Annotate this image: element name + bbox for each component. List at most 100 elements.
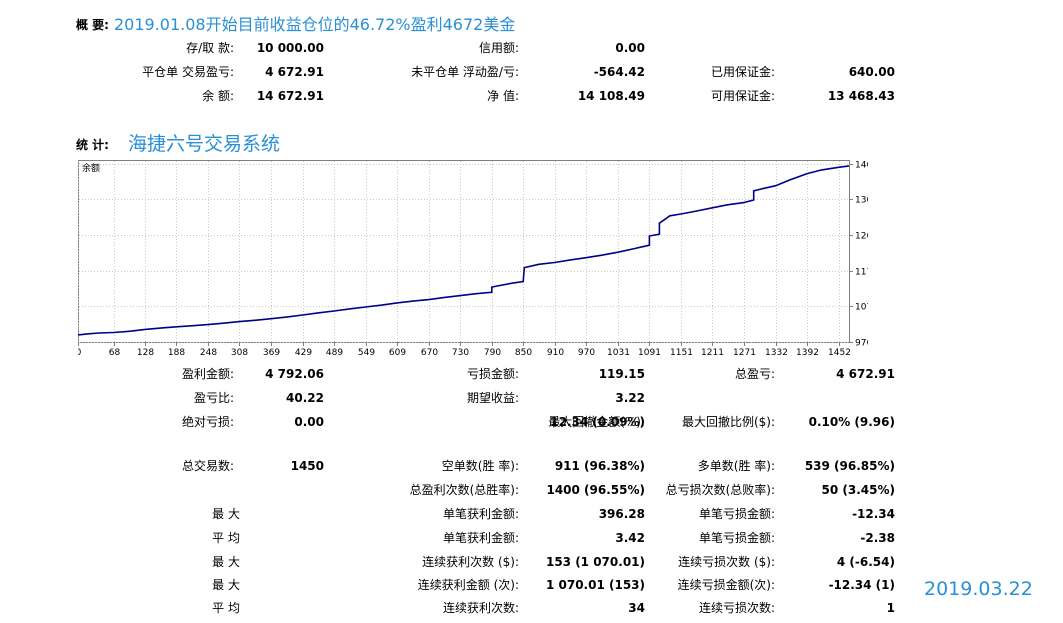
metrics-row: 绝对亏损: 0.00 最大回撤金额(%): 12.34 (0.09%) 最大回撤… bbox=[0, 412, 1063, 432]
trade-label: 总亏损次数(总败率): bbox=[665, 483, 775, 497]
trade-label: 多单数(胜 率): bbox=[697, 459, 775, 473]
metric-label: 最大回撤金额(%): bbox=[548, 415, 645, 429]
chart-x-tick-label: 68 bbox=[109, 348, 121, 356]
chart-x-tick-label: 1271 bbox=[733, 348, 756, 356]
summary-value: 14 672.91 bbox=[256, 89, 324, 103]
summary-row: 平仓单 交易盈亏: 4 672.91 未平仓单 浮动盈/亏: -564.42 已… bbox=[0, 62, 1063, 82]
trade-value: 153 (1 070.01) bbox=[545, 555, 645, 569]
trade-label: 单笔亏损金额: bbox=[698, 507, 775, 521]
metric-value: 0.00 bbox=[294, 415, 324, 429]
trade-label: 总盈利次数(总胜率): bbox=[409, 483, 519, 497]
chart-x-tick-label: 1091 bbox=[638, 348, 661, 356]
chart-x-tick-label: 1151 bbox=[670, 348, 693, 356]
summary-value: 640.00 bbox=[848, 65, 895, 79]
trade-row: 总盈利次数(总胜率): 1400 (96.55%) 总亏损次数(总败率): 50… bbox=[0, 480, 1063, 500]
chart-x-tick-label: 910 bbox=[547, 348, 564, 356]
chart-x-tick-label: 369 bbox=[263, 348, 280, 356]
metric-label: 亏损金额: bbox=[466, 367, 519, 381]
trade-label: 总交易数: bbox=[181, 459, 234, 473]
chart-x-tick-label: 1392 bbox=[796, 348, 819, 356]
summary-value: 13 468.43 bbox=[827, 89, 895, 103]
trade-label: 平 均 bbox=[212, 531, 240, 545]
chart-x-tick-label: 970 bbox=[578, 348, 595, 356]
trade-label: 连续亏损金额(次): bbox=[677, 578, 775, 592]
trade-label: 连续获利金额 (次): bbox=[417, 578, 519, 592]
metric-value: 4 792.06 bbox=[265, 367, 324, 381]
trade-value: 50 (3.45%) bbox=[821, 483, 895, 497]
summary-row: 余 额: 14 672.91 净 值: 14 108.49 可用保证金: 13 … bbox=[0, 86, 1063, 106]
summary-headline: 2019.01.08开始目前收益仓位的46.72%盈利4672美金 bbox=[114, 15, 516, 34]
trade-label: 空单数(胜 率): bbox=[441, 459, 519, 473]
metric-label: 期望收益: bbox=[466, 391, 519, 405]
summary-label: 存/取 款: bbox=[186, 41, 234, 55]
metric-value: 4 672.91 bbox=[836, 367, 895, 381]
metrics-row: 盈亏比: 40.22 期望收益: 3.22 bbox=[0, 388, 1063, 408]
chart-x-tick-label: 730 bbox=[452, 348, 469, 356]
trade-value: -2.38 bbox=[860, 531, 895, 545]
trade-row: 最 大 单笔获利金额: 396.28 单笔亏损金额: -12.34 bbox=[0, 504, 1063, 524]
summary-label: 已用保证金: bbox=[710, 65, 775, 79]
chart-x-tick-label: 1031 bbox=[607, 348, 630, 356]
chart-x-tick-label: 0 bbox=[78, 348, 82, 356]
chart-x-tick-label: 1452 bbox=[828, 348, 851, 356]
metric-value: 12.34 (0.09%) bbox=[550, 415, 645, 429]
summary-value: 14 108.49 bbox=[577, 89, 645, 103]
chart-plot-area bbox=[78, 160, 850, 343]
stats-headline: 海捷六号交易系统 bbox=[128, 133, 281, 155]
trade-value: 396.28 bbox=[598, 507, 645, 521]
metric-value: 119.15 bbox=[598, 367, 645, 381]
metric-label: 盈利金额: bbox=[181, 367, 234, 381]
chart-x-tick-label: 850 bbox=[515, 348, 532, 356]
trade-value: 1 bbox=[886, 601, 895, 615]
summary-label: 信用额: bbox=[478, 41, 519, 55]
chart-y-tick-label: 13653 bbox=[855, 196, 868, 206]
trade-value: -12.34 (1) bbox=[828, 578, 895, 592]
metric-label: 盈亏比: bbox=[193, 391, 234, 405]
summary-label: 余 额: bbox=[202, 89, 234, 103]
trade-label: 最 大 bbox=[212, 578, 240, 592]
chart-x-tick-label: 609 bbox=[389, 348, 406, 356]
trade-row: 总交易数: 1450 空单数(胜 率): 911 (96.38%) 多单数(胜 … bbox=[0, 456, 1063, 476]
trade-value: 539 (96.85%) bbox=[804, 459, 895, 473]
summary-label: 可用保证金: bbox=[710, 89, 775, 103]
trade-value: 1400 (96.55%) bbox=[546, 483, 645, 497]
summary-row: 存/取 款: 10 000.00 信用额: 0.00 bbox=[0, 38, 1063, 58]
trade-value: -12.34 bbox=[852, 507, 895, 521]
trade-value: 911 (96.38%) bbox=[554, 459, 645, 473]
summary-label: 平仓单 交易盈亏: bbox=[142, 65, 234, 79]
chart-x-tick-label: 128 bbox=[137, 348, 154, 356]
chart-x-tick-label: 308 bbox=[231, 348, 248, 356]
trade-label: 单笔获利金额: bbox=[442, 507, 519, 521]
metric-value: 40.22 bbox=[286, 391, 324, 405]
trade-value: 34 bbox=[628, 601, 645, 615]
metric-value: 3.22 bbox=[615, 391, 645, 405]
chart-x-tick-label: 1211 bbox=[701, 348, 724, 356]
trade-label: 连续获利次数: bbox=[442, 601, 519, 615]
summary-value: 0.00 bbox=[615, 41, 645, 55]
trade-value: 3.42 bbox=[615, 531, 645, 545]
chart-x-tick-label: 248 bbox=[200, 348, 217, 356]
trade-label: 最 大 bbox=[212, 555, 240, 569]
trade-value: 1 070.01 (153) bbox=[545, 578, 645, 592]
chart-x-tick-label: 790 bbox=[484, 348, 501, 356]
chart-x-tick-label: 188 bbox=[168, 348, 185, 356]
summary-value: 10 000.00 bbox=[256, 41, 324, 55]
trade-label: 最 大 bbox=[212, 507, 240, 521]
chart-y-tick-label: 9766 bbox=[855, 339, 868, 349]
trade-value: 1450 bbox=[290, 459, 324, 473]
trade-row: 平 均 连续获利次数: 34 连续亏损次数: 1 bbox=[0, 598, 1063, 618]
stats-section-label: 统 计: bbox=[76, 138, 109, 152]
chart-y-tick-label: 10738 bbox=[855, 303, 868, 313]
metric-label: 绝对亏损: bbox=[181, 415, 234, 429]
chart-y-tick-label: 12681 bbox=[855, 232, 868, 242]
chart-x-tick-label: 549 bbox=[358, 348, 375, 356]
summary-label: 净 值: bbox=[487, 89, 519, 103]
trade-row: 平 均 单笔获利金额: 3.42 单笔亏损金额: -2.38 bbox=[0, 528, 1063, 548]
trade-label: 单笔获利金额: bbox=[442, 531, 519, 545]
trade-label: 连续获利次数 ($): bbox=[422, 555, 519, 569]
summary-value: -564.42 bbox=[593, 65, 645, 79]
summary-label: 未平仓单 浮动盈/亏: bbox=[411, 65, 519, 79]
chart-series-line bbox=[78, 165, 850, 336]
trade-row: 最 大 连续获利金额 (次): 1 070.01 (153) 连续亏损金额(次)… bbox=[0, 575, 1063, 595]
metrics-row: 盈利金额: 4 792.06 亏损金额: 119.15 总盈亏: 4 672.9… bbox=[0, 364, 1063, 384]
